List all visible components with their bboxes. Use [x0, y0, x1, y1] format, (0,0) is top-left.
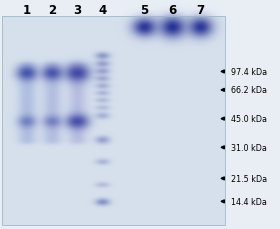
- Text: 14.4 kDa: 14.4 kDa: [231, 197, 267, 206]
- Text: 2: 2: [48, 4, 56, 17]
- Text: 45.0 kDa: 45.0 kDa: [231, 114, 267, 124]
- Text: 31.0 kDa: 31.0 kDa: [231, 143, 267, 152]
- Text: 21.5 kDa: 21.5 kDa: [231, 174, 267, 183]
- Text: 4: 4: [98, 4, 106, 17]
- Text: 3: 3: [73, 4, 81, 17]
- Text: 97.4 kDa: 97.4 kDa: [231, 68, 267, 77]
- Text: 1: 1: [22, 4, 31, 17]
- Text: 7: 7: [196, 4, 204, 17]
- Bar: [2, 17, 225, 225]
- Text: 5: 5: [140, 4, 148, 17]
- Text: 66.2 kDa: 66.2 kDa: [231, 86, 267, 95]
- Text: 6: 6: [168, 4, 176, 17]
